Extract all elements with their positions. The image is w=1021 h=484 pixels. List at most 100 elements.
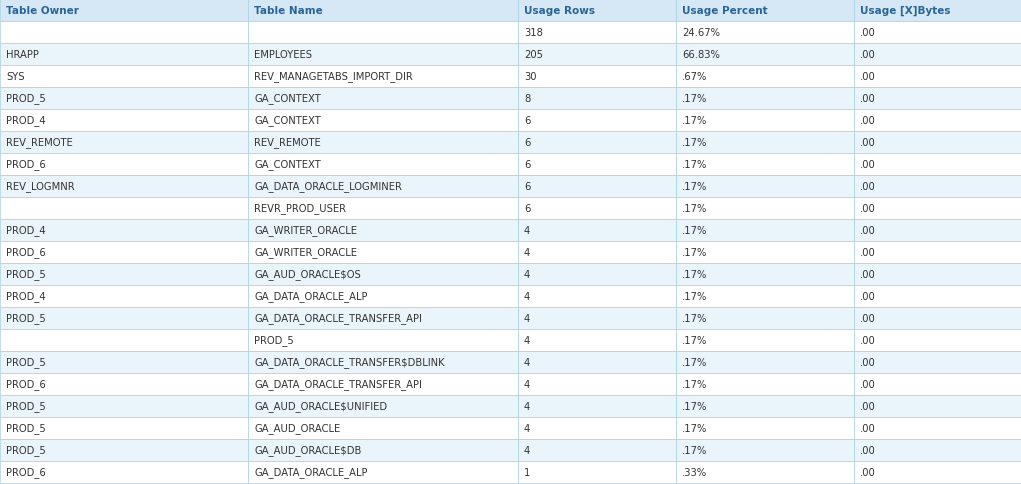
Text: 6: 6 (524, 160, 530, 170)
Text: PROD_4: PROD_4 (6, 115, 46, 126)
Bar (0, 154, 248, 176)
Text: Usage Rows: Usage Rows (524, 6, 595, 16)
Bar (854, 286, 1021, 307)
Bar (676, 197, 854, 220)
Text: .17%: .17% (682, 270, 708, 279)
Text: 205: 205 (524, 50, 543, 60)
Text: .00: .00 (860, 204, 876, 213)
Text: 318: 318 (524, 28, 543, 38)
Text: .00: .00 (860, 94, 876, 104)
Text: .00: .00 (860, 72, 876, 82)
Text: .17%: .17% (682, 247, 708, 257)
Text: .17%: .17% (682, 423, 708, 433)
Text: .00: .00 (860, 335, 876, 345)
Bar (854, 132, 1021, 154)
Bar (0, 307, 248, 329)
Bar (0, 66, 248, 88)
Bar (518, 439, 676, 461)
Text: .17%: .17% (682, 357, 708, 367)
Text: GA_CONTEXT: GA_CONTEXT (254, 159, 321, 170)
Bar (676, 329, 854, 351)
Bar (248, 307, 518, 329)
Bar (518, 44, 676, 66)
Bar (518, 307, 676, 329)
Bar (854, 0, 1021, 22)
Text: 24.67%: 24.67% (682, 28, 720, 38)
Text: .17%: .17% (682, 226, 708, 236)
Text: .00: .00 (860, 467, 876, 477)
Bar (518, 110, 676, 132)
Bar (248, 0, 518, 22)
Text: 6: 6 (524, 204, 530, 213)
Text: 6: 6 (524, 182, 530, 192)
Bar (676, 44, 854, 66)
Bar (248, 461, 518, 483)
Text: .17%: .17% (682, 94, 708, 104)
Bar (0, 286, 248, 307)
Bar (854, 66, 1021, 88)
Bar (676, 132, 854, 154)
Text: GA_DATA_ORACLE_TRANSFER_API: GA_DATA_ORACLE_TRANSFER_API (254, 379, 422, 390)
Text: 4: 4 (524, 313, 530, 323)
Bar (854, 154, 1021, 176)
Text: .00: .00 (860, 182, 876, 192)
Bar (0, 461, 248, 483)
Text: PROD_5: PROD_5 (6, 357, 46, 368)
Text: Table Owner: Table Owner (6, 6, 79, 16)
Bar (518, 351, 676, 373)
Text: .17%: .17% (682, 116, 708, 126)
Text: 4: 4 (524, 423, 530, 433)
Text: .17%: .17% (682, 160, 708, 170)
Text: PROD_6: PROD_6 (6, 159, 46, 170)
Bar (0, 0, 248, 22)
Bar (676, 110, 854, 132)
Text: PROD_6: PROD_6 (6, 247, 46, 258)
Bar (518, 22, 676, 44)
Bar (248, 263, 518, 286)
Bar (676, 66, 854, 88)
Text: 66.83%: 66.83% (682, 50, 720, 60)
Bar (518, 263, 676, 286)
Bar (854, 44, 1021, 66)
Text: GA_AUD_ORACLE$OS: GA_AUD_ORACLE$OS (254, 269, 360, 280)
Text: GA_CONTEXT: GA_CONTEXT (254, 93, 321, 104)
Bar (854, 263, 1021, 286)
Text: Table Name: Table Name (254, 6, 323, 16)
Text: 4: 4 (524, 401, 530, 411)
Text: GA_AUD_ORACLE$UNIFIED: GA_AUD_ORACLE$UNIFIED (254, 401, 387, 411)
Bar (854, 351, 1021, 373)
Bar (248, 22, 518, 44)
Bar (854, 88, 1021, 110)
Bar (0, 220, 248, 242)
Text: 8: 8 (524, 94, 530, 104)
Bar (854, 110, 1021, 132)
Bar (248, 66, 518, 88)
Bar (0, 22, 248, 44)
Text: PROD_5: PROD_5 (254, 335, 294, 346)
Bar (518, 373, 676, 395)
Text: GA_AUD_ORACLE: GA_AUD_ORACLE (254, 423, 340, 434)
Bar (248, 110, 518, 132)
Bar (518, 461, 676, 483)
Text: REV_MANAGETABS_IMPORT_DIR: REV_MANAGETABS_IMPORT_DIR (254, 72, 412, 82)
Bar (0, 351, 248, 373)
Text: Usage [X]Bytes: Usage [X]Bytes (860, 6, 951, 16)
Text: GA_DATA_ORACLE_TRANSFER_API: GA_DATA_ORACLE_TRANSFER_API (254, 313, 422, 324)
Text: GA_DATA_ORACLE_ALP: GA_DATA_ORACLE_ALP (254, 467, 368, 478)
Text: .00: .00 (860, 270, 876, 279)
Bar (248, 286, 518, 307)
Bar (676, 176, 854, 197)
Text: GA_AUD_ORACLE$DB: GA_AUD_ORACLE$DB (254, 445, 361, 455)
Text: 4: 4 (524, 226, 530, 236)
Bar (248, 329, 518, 351)
Text: 4: 4 (524, 247, 530, 257)
Text: .00: .00 (860, 445, 876, 455)
Text: PROD_4: PROD_4 (6, 225, 46, 236)
Text: .17%: .17% (682, 445, 708, 455)
Text: .00: .00 (860, 50, 876, 60)
Bar (676, 373, 854, 395)
Text: .67%: .67% (682, 72, 708, 82)
Bar (518, 286, 676, 307)
Text: .33%: .33% (682, 467, 708, 477)
Bar (248, 373, 518, 395)
